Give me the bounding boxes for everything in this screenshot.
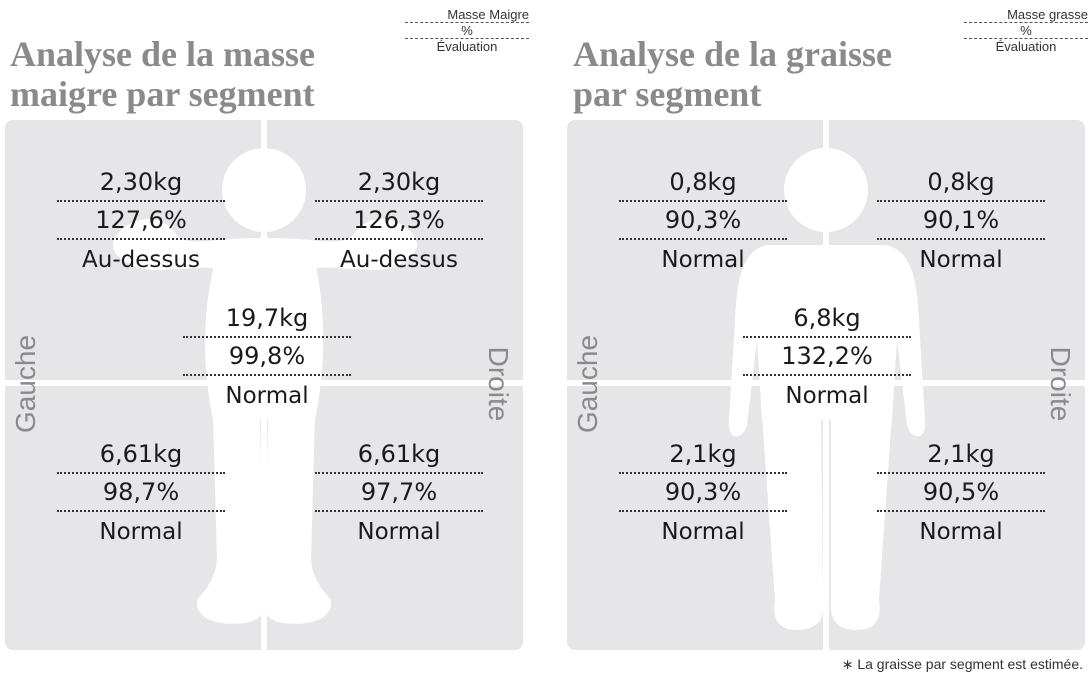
lean-right-leg: 6,61kg 97,7% Normal bbox=[315, 436, 483, 552]
segment-mass: 0,8kg bbox=[619, 164, 787, 202]
fat-right-arm: 0,8kg 90,1% Normal bbox=[877, 164, 1045, 280]
segment-mass: 6,61kg bbox=[315, 436, 483, 474]
lean-left-leg: 6,61kg 98,7% Normal bbox=[57, 436, 225, 552]
segment-eval: Normal bbox=[661, 519, 745, 545]
fat-legend: Masse grasse % Évaluation bbox=[964, 7, 1088, 54]
segment-percent: 90,3% bbox=[619, 202, 787, 240]
fat-left-arm: 0,8kg 90,3% Normal bbox=[619, 164, 787, 280]
lean-right-arm: 2,30kg 126,3% Au-dessus bbox=[315, 164, 483, 280]
fat-left-leg: 2,1kg 90,3% Normal bbox=[619, 436, 787, 552]
legend-eval-label: Évaluation bbox=[436, 39, 498, 54]
left-side-label: Gauche bbox=[10, 334, 41, 434]
left-side-label: Gauche bbox=[572, 334, 603, 434]
segment-mass: 6,61kg bbox=[57, 436, 225, 474]
segment-eval: Au-dessus bbox=[82, 247, 200, 273]
segment-percent: 90,3% bbox=[619, 474, 787, 512]
segment-mass: 2,30kg bbox=[315, 164, 483, 202]
segment-eval: Normal bbox=[99, 519, 183, 545]
body-silhouette-icon bbox=[5, 120, 523, 650]
segment-eval: Normal bbox=[661, 247, 745, 273]
segment-percent: 98,7% bbox=[57, 474, 225, 512]
segment-percent: 90,1% bbox=[877, 202, 1045, 240]
segment-eval: Normal bbox=[225, 383, 309, 409]
legend-eval-label: Évaluation bbox=[995, 39, 1057, 54]
legend-percent-label: % bbox=[405, 23, 529, 39]
lean-title: Analyse de la masse maigre par segment bbox=[10, 34, 315, 114]
segment-mass: 2,1kg bbox=[877, 436, 1045, 474]
legend-mass-label: Masse Maigre bbox=[405, 7, 529, 23]
legend-mass-label: Masse grasse bbox=[964, 7, 1088, 23]
fat-right-leg: 2,1kg 90,5% Normal bbox=[877, 436, 1045, 552]
footnote: ∗ La graisse par segment est estimée. bbox=[841, 656, 1083, 672]
segment-mass: 6,8kg bbox=[743, 300, 911, 338]
segment-eval: Normal bbox=[919, 519, 1003, 545]
lean-left-arm: 2,30kg 127,6% Au-dessus bbox=[57, 164, 225, 280]
right-side-label: Droite bbox=[483, 346, 514, 422]
body-silhouette-icon bbox=[567, 120, 1085, 650]
segment-eval: Normal bbox=[919, 247, 1003, 273]
segment-percent: 90,5% bbox=[877, 474, 1045, 512]
lean-body-chart: Gauche Droite 2,30kg 127,6% Au-dessus 2,… bbox=[5, 120, 523, 650]
legend-percent-label: % bbox=[964, 23, 1088, 39]
segment-percent: 126,3% bbox=[315, 202, 483, 240]
segment-percent: 132,2% bbox=[743, 338, 911, 376]
segment-eval: Normal bbox=[357, 519, 441, 545]
segment-mass: 19,7kg bbox=[183, 300, 351, 338]
segment-percent: 99,8% bbox=[183, 338, 351, 376]
fat-title: Analyse de la graisse par segment bbox=[573, 34, 892, 114]
right-side-label: Droite bbox=[1045, 346, 1076, 422]
segment-eval: Au-dessus bbox=[340, 247, 458, 273]
fat-body-chart: Gauche Droite 0,8kg 90,3% Normal 0,8kg 9… bbox=[567, 120, 1085, 650]
segment-mass: 0,8kg bbox=[877, 164, 1045, 202]
segment-percent: 127,6% bbox=[57, 202, 225, 240]
segment-mass: 2,1kg bbox=[619, 436, 787, 474]
lean-legend: Masse Maigre % Évaluation bbox=[405, 7, 529, 54]
fat-trunk: 6,8kg 132,2% Normal bbox=[743, 300, 911, 416]
segment-percent: 97,7% bbox=[315, 474, 483, 512]
lean-trunk: 19,7kg 99,8% Normal bbox=[183, 300, 351, 416]
segment-eval: Normal bbox=[785, 383, 869, 409]
segment-mass: 2,30kg bbox=[57, 164, 225, 202]
